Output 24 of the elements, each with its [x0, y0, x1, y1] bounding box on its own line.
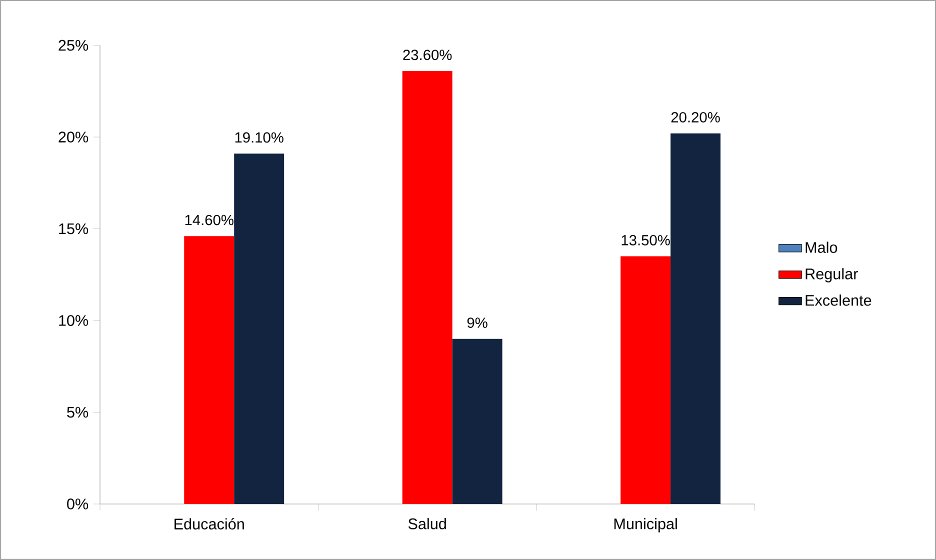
y-tick-label: 5% — [67, 406, 88, 418]
y-tick-label: 10% — [59, 315, 88, 326]
data-label: 14.60% — [185, 214, 234, 226]
legend-label: Regular — [806, 268, 858, 282]
y-tick-label: 15% — [59, 223, 88, 234]
legend-label: Malo — [806, 242, 838, 253]
x-tick-label: Educación — [174, 518, 244, 530]
bar — [402, 71, 452, 504]
data-label: 23.60% — [403, 50, 452, 60]
data-label: 9% — [467, 318, 488, 328]
y-tick-label: 25% — [58, 40, 88, 51]
bar — [452, 338, 502, 504]
bar — [620, 256, 671, 504]
x-tick-label: Salud — [408, 518, 446, 530]
data-label: 20.20% — [671, 112, 720, 122]
legend-label: Excelente — [806, 294, 872, 306]
data-label: 13.50% — [622, 235, 670, 246]
y-tick-label: 20% — [58, 132, 88, 142]
bar — [184, 236, 234, 504]
x-tick-label: Municipal — [614, 518, 677, 532]
y-tick-label: 0% — [67, 498, 88, 510]
data-label: 19.10% — [235, 132, 284, 143]
bar — [234, 154, 284, 504]
bar — [670, 133, 721, 504]
